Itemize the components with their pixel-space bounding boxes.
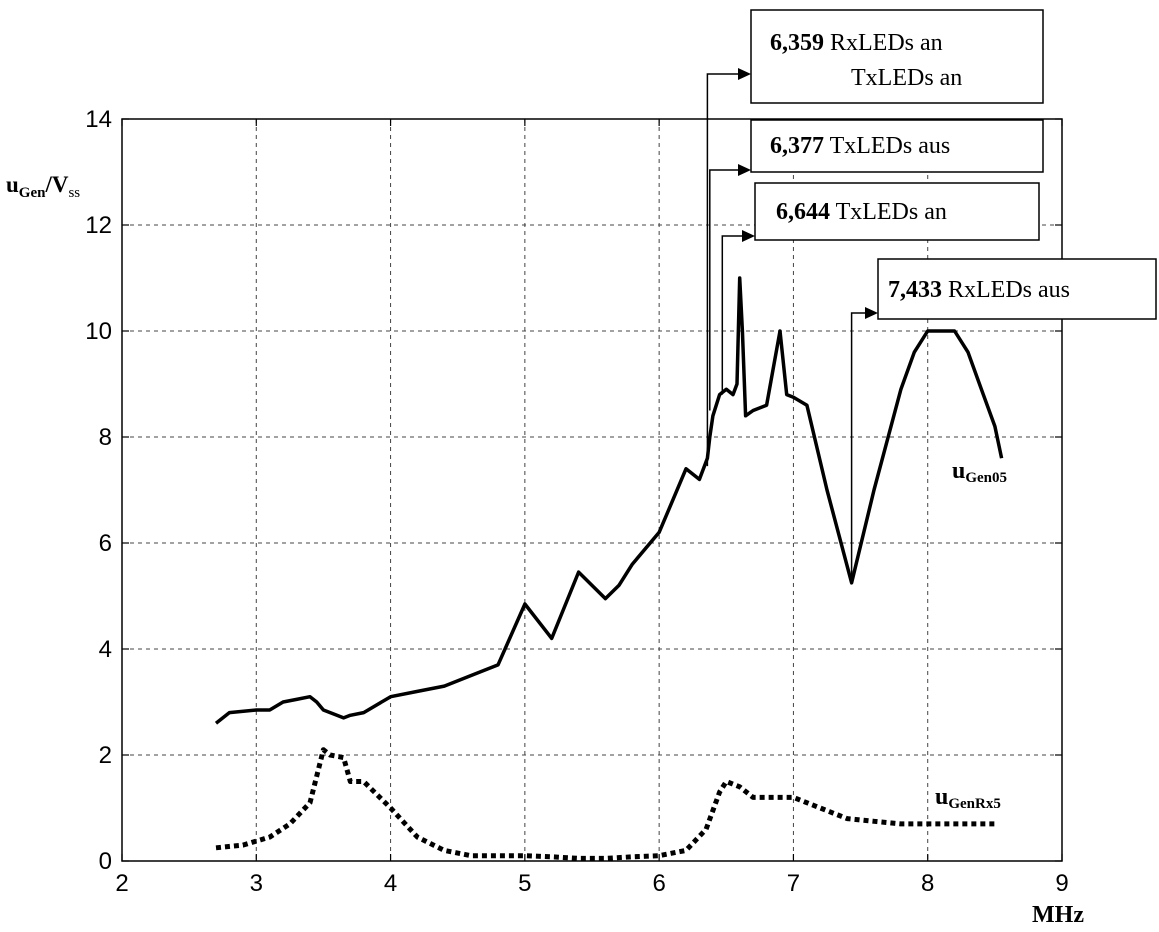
y-axis-label-unit: /V <box>44 172 68 197</box>
annotation-6377-value: 6,377 <box>770 133 824 159</box>
x-tick-label-4: 6 <box>652 870 665 897</box>
annotation-7433: 7,433 RxLEDs aus <box>877 258 1157 320</box>
y-tick-label-1: 2 <box>99 742 112 769</box>
annotation-6359-value: 6,359 <box>770 30 824 56</box>
series-group <box>214 276 1004 861</box>
annotation-7433-value: 7,433 <box>888 277 942 303</box>
annotation-6359: 6,359 RxLEDs an TxLEDs an <box>750 9 1044 104</box>
annotation-leaders <box>706 68 878 583</box>
annotation-arrowhead-0 <box>738 68 751 80</box>
y-tick-label-6: 12 <box>85 212 112 239</box>
annotation-arrowhead-3 <box>865 307 878 319</box>
annotation-6644-value: 6,644 <box>776 199 830 225</box>
grid <box>122 119 1062 861</box>
y-tick-label-7: 14 <box>85 106 112 133</box>
annotation-6359-box <box>750 9 1044 104</box>
annotation-leader-0 <box>706 73 739 467</box>
series-label-ugen05-main: u <box>952 458 965 484</box>
annotation-6644-line1: 6,644 TxLEDs an <box>776 199 947 225</box>
y-axis-label: uGen/Vss <box>6 172 80 201</box>
annotation-arrowhead-1 <box>738 164 751 176</box>
x-axis-label: MHz <box>1032 902 1084 927</box>
annotation-6377-text1: TxLEDs aus <box>830 133 951 159</box>
x-tick-label-2: 4 <box>384 870 397 897</box>
annotation-leader-2 <box>721 235 743 395</box>
annotation-6644: 6,644 TxLEDs an <box>754 182 1040 241</box>
annotation-6359-text1: RxLEDs an <box>830 30 943 56</box>
plot-frame <box>121 118 1063 862</box>
annotation-leader-1 <box>709 169 739 411</box>
x-tick-label-6: 8 <box>921 870 934 897</box>
y-axis-label-main-sub: Gen <box>19 185 46 201</box>
y-tick-label-4: 8 <box>99 424 112 451</box>
annotation-arrowhead-2 <box>742 230 755 242</box>
annotation-6377-line1: 6,377 TxLEDs aus <box>770 133 950 159</box>
annotation-6377: 6,377 TxLEDs aus <box>750 119 1044 173</box>
annotation-6644-box <box>754 182 1040 241</box>
y-axis-label-main: u <box>6 172 19 197</box>
y-axis-label-unit-sub: ss <box>68 185 80 201</box>
y-tick-label-5: 10 <box>85 318 112 345</box>
annotation-6377-box <box>750 119 1044 173</box>
series-line-gen05 <box>214 276 1004 725</box>
annotation-6644-text1: TxLEDs an <box>836 199 947 225</box>
annotation-leader-3 <box>850 312 866 583</box>
x-tick-label-5: 7 <box>787 870 800 897</box>
x-tick-label-1: 3 <box>250 870 263 897</box>
x-tick-label-7: 9 <box>1055 870 1068 897</box>
series-label-ugenrx5-main: u <box>935 784 948 810</box>
series-label-ugenrx5: uGenRx5 <box>935 784 1001 812</box>
annotation-7433-line1: 7,433 RxLEDs aus <box>888 277 1070 303</box>
y-tick-label-2: 4 <box>99 636 112 663</box>
x-tick-label-0: 2 <box>115 870 128 897</box>
annotation-6359-line2: TxLEDs an <box>851 65 962 91</box>
series-line-genrx5 <box>215 747 995 861</box>
y-tick-label-3: 6 <box>99 530 112 557</box>
x-tick-label-3: 5 <box>518 870 531 897</box>
series-label-ugenrx5-sub: GenRx5 <box>948 796 1001 812</box>
series-label-ugen05-sub: Gen05 <box>965 470 1007 486</box>
annotation-7433-box <box>877 258 1157 320</box>
annotation-7433-text1: RxLEDs aus <box>948 277 1070 303</box>
annotation-6359-line1: 6,359 RxLEDs an <box>770 30 943 56</box>
series-label-ugen05: uGen05 <box>952 458 1007 486</box>
y-tick-label-0: 0 <box>99 848 112 875</box>
